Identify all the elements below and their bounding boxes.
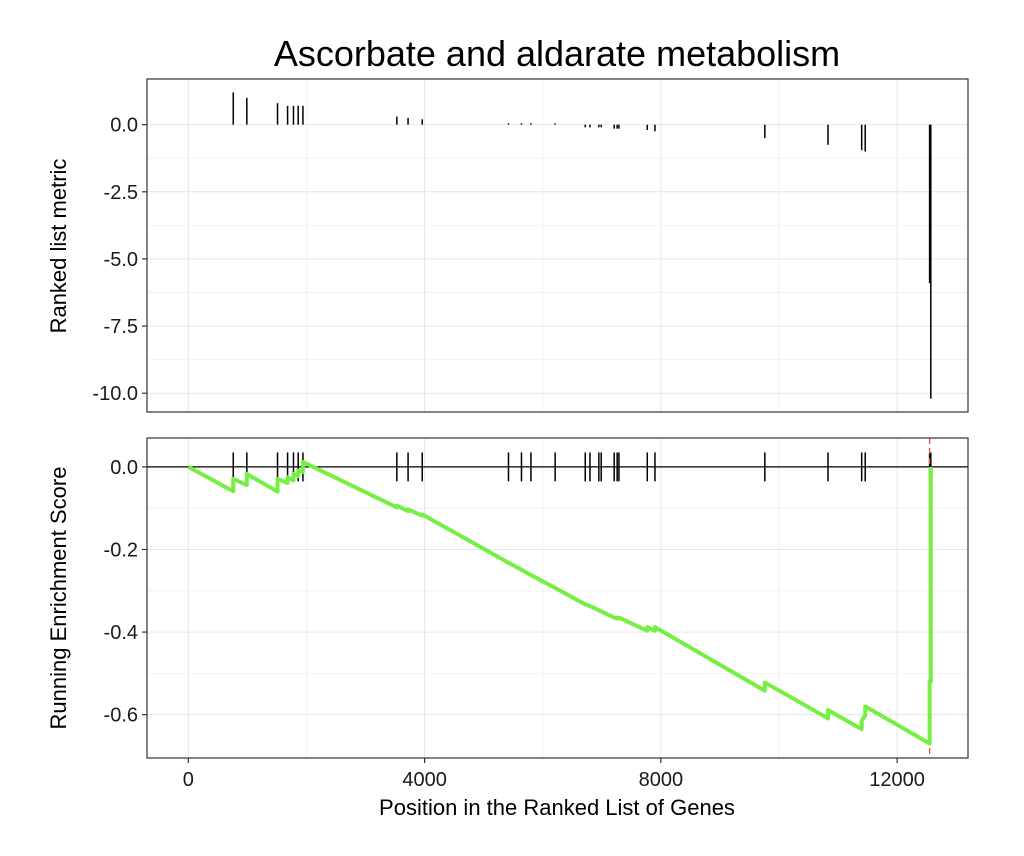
enrichment-score-y-tick-label: -0.4	[104, 622, 138, 644]
ranked-metric-y-tick-label: -5.0	[104, 249, 138, 271]
ranked-metric-y-tick-label: -2.5	[104, 182, 138, 204]
running-enrichment-score-line	[187, 459, 933, 746]
ranked-metric-panel: 0.0 -2.5 -5.0 -7.5 -10.0 Ranked list metric	[46, 78, 969, 413]
x-axis-ticks: 0 4000 8000 12000	[183, 758, 925, 791]
x-tick-label: 8000	[639, 769, 684, 791]
ranked-metric-y-tick-label: 0.0	[110, 115, 138, 137]
enrichment-score-panel: 0.0 -0.2 -0.4 -0.6 Running Enrichment Score	[46, 437, 969, 759]
enrichment-score-y-tick-label: 0.0	[110, 457, 138, 479]
x-tick-label: 0	[183, 769, 194, 791]
ranked-metric-y-tick-label: -10.0	[92, 383, 138, 405]
enrichment-score-y-tick-label: -0.2	[104, 539, 138, 561]
ranked-metric-y-ticks: 0.0 -2.5 -5.0 -7.5 -10.0	[92, 115, 147, 405]
ranked-metric-panel-border	[146, 78, 969, 413]
ranked-metric-y-axis-title: Ranked list metric	[46, 159, 71, 334]
enrichment-score-y-tick-label: -0.6	[104, 705, 138, 727]
gene-hit-marks	[232, 452, 932, 482]
ranked-metric-grid	[147, 79, 968, 412]
x-tick-label: 4000	[402, 769, 447, 791]
x-axis-title: Position in the Ranked List of Genes	[379, 795, 735, 820]
chart-title: Ascorbate and aldarate metabolism	[274, 33, 840, 74]
enrichment-score-y-ticks: 0.0 -0.2 -0.4 -0.6	[104, 457, 147, 727]
ranked-metric-bars	[232, 92, 932, 399]
x-tick-label: 12000	[869, 769, 925, 791]
enrichment-score-y-axis-title: Running Enrichment Score	[46, 467, 71, 730]
enrichment-score-panel-border	[146, 437, 969, 759]
ranked-metric-y-tick-label: -7.5	[104, 316, 138, 338]
